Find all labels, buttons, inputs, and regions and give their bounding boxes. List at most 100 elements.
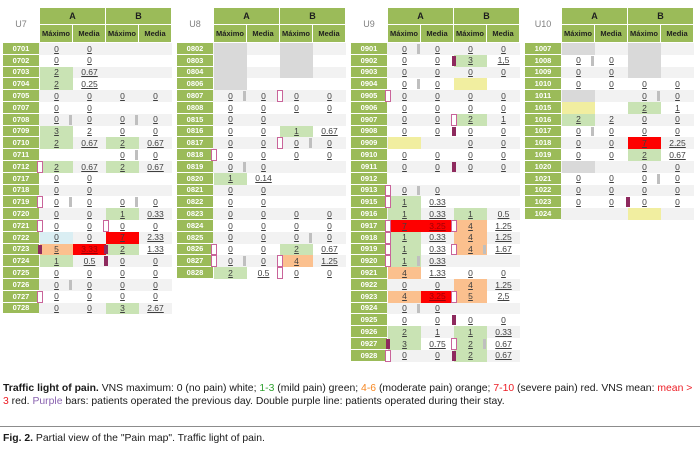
- cell-b-media: [661, 67, 694, 79]
- row-label: 0901: [351, 43, 387, 55]
- row-label: 0916: [351, 208, 387, 220]
- cell-a-media: 0: [73, 43, 106, 55]
- column-group-header: B: [454, 8, 519, 24]
- cell-b-media: [487, 303, 520, 315]
- purple-outline-marker: [385, 231, 391, 244]
- cell-a-maximo: 0: [385, 90, 421, 102]
- cell-value: 0: [261, 244, 266, 255]
- cell-value: 0: [609, 55, 614, 66]
- cell-value: 0: [228, 90, 233, 101]
- cell-value: 0: [501, 90, 506, 101]
- cell-value: 1: [675, 102, 680, 113]
- cell-a-maximo: [562, 43, 595, 55]
- cell-value: 1: [228, 173, 233, 184]
- row-label: 0701: [3, 43, 39, 55]
- row-label: 0721: [3, 219, 39, 232]
- cell-value: 5: [54, 244, 59, 255]
- figure-number: Fig. 2.: [3, 433, 34, 444]
- cell-value: 0: [294, 232, 299, 243]
- cell-value: 0: [402, 149, 407, 160]
- cell-b-media: [661, 208, 694, 220]
- cell-value: 0.67: [669, 149, 686, 160]
- cell-a-maximo: [562, 160, 595, 173]
- cell-value: 0: [327, 149, 332, 160]
- row-label: 0823: [177, 208, 213, 220]
- purple-bar-marker: [452, 350, 456, 361]
- cell-b-media: 0: [313, 102, 346, 114]
- row-label: 0820: [177, 172, 213, 185]
- row-label: 0804: [177, 66, 213, 79]
- cell-value: 0: [609, 149, 614, 160]
- cell-a-media: 0: [247, 232, 280, 244]
- cell-value: 0: [642, 126, 647, 137]
- cell-value: 0: [468, 102, 473, 113]
- gray-bar: [69, 197, 72, 208]
- legend-text: red.: [8, 396, 33, 408]
- row-label: 0827: [177, 255, 213, 268]
- cell-value: 0: [294, 102, 299, 113]
- row-label: 1022: [525, 184, 561, 197]
- row-label: 1021: [525, 172, 561, 185]
- cell-b-media: 1.25: [487, 279, 520, 291]
- cell-a-maximo: 0: [388, 314, 421, 326]
- purple-outline-marker: [103, 219, 109, 232]
- row-label: 1007: [525, 43, 561, 55]
- cell-b-media: 0.67: [139, 137, 172, 149]
- cell-value: 0: [228, 185, 233, 196]
- table-row: 0824 0 0 0 0: [177, 219, 346, 232]
- cell-b-maximo: 7: [628, 137, 661, 150]
- table-row: 1011 0 0: [525, 90, 694, 102]
- cell-b-maximo: [280, 54, 313, 67]
- cell-a-media: 2: [595, 114, 628, 126]
- row-label: 0712: [3, 160, 39, 173]
- cell-value: 0: [153, 220, 158, 231]
- cell-value: 2: [468, 350, 473, 361]
- row-label: 0927: [351, 337, 387, 350]
- column-header: Media: [139, 25, 171, 42]
- cell-value: 0: [261, 220, 266, 231]
- cell-b-media: 0: [139, 90, 172, 102]
- cell-b-media: 0: [487, 314, 520, 326]
- cell-value: 0: [54, 220, 59, 231]
- row-label: 0710: [3, 137, 39, 150]
- cell-a-media: 0: [247, 185, 280, 197]
- cell-value: 0: [675, 197, 680, 207]
- cell-value: 0: [576, 197, 581, 207]
- cell-value: 0: [294, 220, 299, 231]
- cell-a-maximo: [214, 43, 247, 55]
- cell-b-maximo: 0: [628, 161, 661, 173]
- table-row: 0825 0 0 0 0: [177, 231, 346, 244]
- cell-a-maximo: 0: [388, 43, 421, 55]
- cell-b-media: 0: [139, 114, 172, 126]
- cell-b-media: 0.67: [661, 149, 694, 161]
- gray-bar: [417, 303, 420, 314]
- row-label: 0905: [351, 90, 387, 102]
- table-row: 0709 3 2 0 0: [3, 125, 172, 138]
- cell-a-maximo: 0: [388, 102, 421, 114]
- cell-a-media: 0: [73, 90, 106, 102]
- cell-b-maximo: 0: [454, 149, 487, 161]
- cell-b-maximo: 3: [106, 302, 139, 315]
- cell-a-media: 0: [421, 90, 454, 102]
- column-header: Media: [421, 25, 453, 42]
- row-label: 0719: [3, 196, 39, 209]
- purple-outline-marker: [277, 267, 283, 279]
- cell-value: 0: [327, 267, 332, 278]
- cell-value: 0: [120, 279, 125, 290]
- cell-value: 0: [87, 43, 92, 54]
- cell-value: 0: [327, 220, 332, 231]
- cell-b-maximo: 0: [106, 114, 139, 126]
- cell-b-maximo: 0: [280, 232, 313, 244]
- table-row: 0919 1 0.33 4 1.67: [351, 243, 520, 256]
- cell-a-media: 0: [73, 208, 106, 220]
- column-group-header: A: [214, 8, 279, 24]
- cell-b-maximo: 0: [628, 114, 661, 126]
- row-label: 0720: [3, 208, 39, 220]
- row-label: 0817: [177, 137, 213, 150]
- table-row: 0711 0 0: [3, 149, 172, 161]
- table-row: 0710 2 0.67 2 0.67: [3, 137, 172, 150]
- cell-a-maximo: 0: [211, 255, 247, 268]
- cell-value: 0: [402, 67, 407, 78]
